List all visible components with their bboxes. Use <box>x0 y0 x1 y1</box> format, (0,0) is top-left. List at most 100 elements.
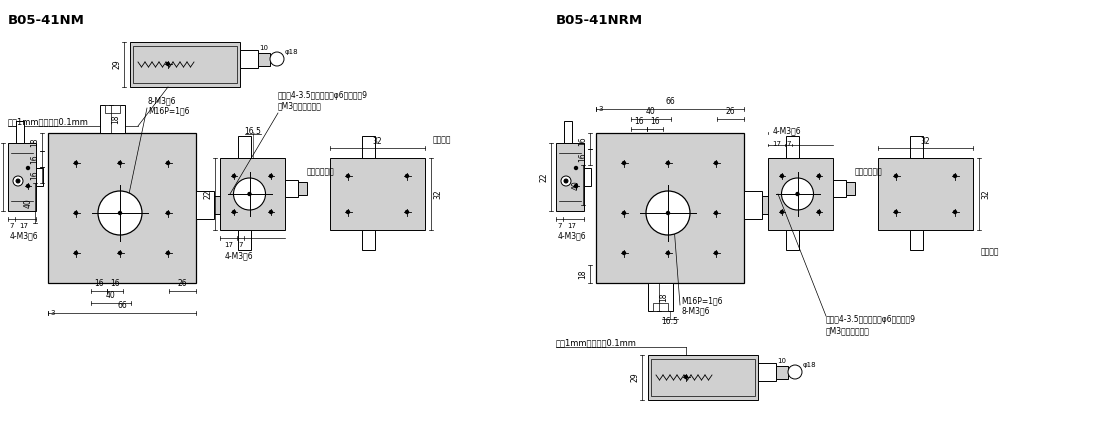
Circle shape <box>782 178 814 210</box>
Circle shape <box>347 174 349 178</box>
Text: 4-M3深6: 4-M3深6 <box>225 251 253 260</box>
Circle shape <box>248 193 251 195</box>
Bar <box>762 196 772 214</box>
Text: 7: 7 <box>557 223 562 229</box>
Text: 32: 32 <box>434 189 443 199</box>
Bar <box>133 46 237 83</box>
Text: 3: 3 <box>599 106 603 112</box>
Text: 66: 66 <box>117 302 127 311</box>
Text: 17: 17 <box>224 242 233 248</box>
Text: 16: 16 <box>651 117 659 126</box>
Text: 裏ヨリ4-3.5キリ通シ、φ6ザグリ深9: 裏ヨリ4-3.5キリ通シ、φ6ザグリ深9 <box>826 316 916 324</box>
Bar <box>362 136 375 158</box>
Circle shape <box>622 251 625 255</box>
Text: 18: 18 <box>111 114 120 124</box>
Text: 16: 16 <box>110 279 120 288</box>
Bar <box>651 359 755 396</box>
Bar <box>238 136 251 158</box>
Text: 40: 40 <box>106 291 116 300</box>
Bar <box>8 143 36 211</box>
Circle shape <box>953 174 957 178</box>
Text: 16.5: 16.5 <box>662 316 678 325</box>
Text: 26: 26 <box>726 108 735 117</box>
Bar <box>556 143 584 211</box>
Circle shape <box>75 251 77 255</box>
Circle shape <box>270 210 273 214</box>
Text: 裏ヨリ4-3.5キリ通シ、φ6ザグリ深9: 裏ヨリ4-3.5キリ通シ、φ6ザグリ深9 <box>277 90 368 100</box>
Bar <box>846 182 855 195</box>
Text: 16: 16 <box>95 279 103 288</box>
Bar <box>100 105 126 133</box>
Circle shape <box>166 62 170 65</box>
Text: 26: 26 <box>177 279 187 288</box>
Circle shape <box>796 193 799 195</box>
Text: 8-M3深6: 8-M3深6 <box>682 307 709 316</box>
Text: （M3用ボルト穴）: （M3用ボルト穴） <box>826 327 870 336</box>
Bar <box>285 180 298 197</box>
Bar <box>130 42 240 87</box>
Bar <box>36 168 43 186</box>
Text: M16P=1深6: M16P=1深6 <box>682 296 722 306</box>
Circle shape <box>405 174 408 178</box>
Circle shape <box>26 185 30 187</box>
Text: 32: 32 <box>372 137 382 146</box>
Text: 16: 16 <box>634 117 644 126</box>
Circle shape <box>575 166 578 170</box>
Text: φ18: φ18 <box>803 362 817 368</box>
Bar <box>196 191 214 219</box>
Text: 3: 3 <box>51 310 55 316</box>
Text: 40: 40 <box>23 198 33 208</box>
Text: 32: 32 <box>920 137 930 146</box>
Text: 7: 7 <box>9 223 13 229</box>
Bar <box>744 191 762 219</box>
Text: 18: 18 <box>659 292 668 302</box>
Circle shape <box>666 211 669 214</box>
Text: 16: 16 <box>31 170 40 180</box>
Circle shape <box>562 176 571 186</box>
Bar <box>214 196 224 214</box>
Text: φ18: φ18 <box>285 49 298 55</box>
Bar <box>105 105 120 113</box>
Text: 17: 17 <box>772 141 781 147</box>
Text: 40: 40 <box>571 180 580 190</box>
Bar <box>298 182 307 195</box>
Circle shape <box>119 162 121 165</box>
Circle shape <box>715 162 718 165</box>
Text: 8-M3深6: 8-M3深6 <box>148 97 176 105</box>
Circle shape <box>622 162 625 165</box>
Circle shape <box>818 174 820 178</box>
Circle shape <box>17 179 20 183</box>
Circle shape <box>564 179 568 183</box>
Text: 40: 40 <box>646 108 656 117</box>
Text: 18: 18 <box>31 137 40 147</box>
Circle shape <box>788 365 802 379</box>
Circle shape <box>715 211 718 214</box>
Text: 16: 16 <box>578 136 588 146</box>
Text: 7: 7 <box>238 242 242 248</box>
Bar <box>330 158 425 230</box>
Bar <box>220 158 285 230</box>
Text: 29: 29 <box>112 60 121 69</box>
Bar <box>911 230 923 250</box>
Circle shape <box>270 174 273 178</box>
Text: 17: 17 <box>19 223 28 229</box>
Bar <box>786 136 799 158</box>
Text: 17: 17 <box>567 223 576 229</box>
Text: 4-M3深6: 4-M3深6 <box>10 231 39 240</box>
Text: 22: 22 <box>204 189 212 199</box>
Text: 10: 10 <box>777 358 786 364</box>
Circle shape <box>270 52 284 66</box>
Bar <box>238 230 251 250</box>
Bar <box>911 136 923 158</box>
Circle shape <box>818 210 820 214</box>
Bar <box>240 50 258 68</box>
Bar <box>362 230 375 250</box>
Text: 16.5: 16.5 <box>244 126 261 135</box>
Text: 目盛1mmバーニア0.1mm: 目盛1mmバーニア0.1mm <box>8 117 89 126</box>
Circle shape <box>166 251 170 255</box>
Bar <box>258 53 270 66</box>
Circle shape <box>894 174 897 178</box>
Circle shape <box>781 210 784 214</box>
Text: B05-41NM: B05-41NM <box>8 14 85 27</box>
Bar <box>877 158 973 230</box>
